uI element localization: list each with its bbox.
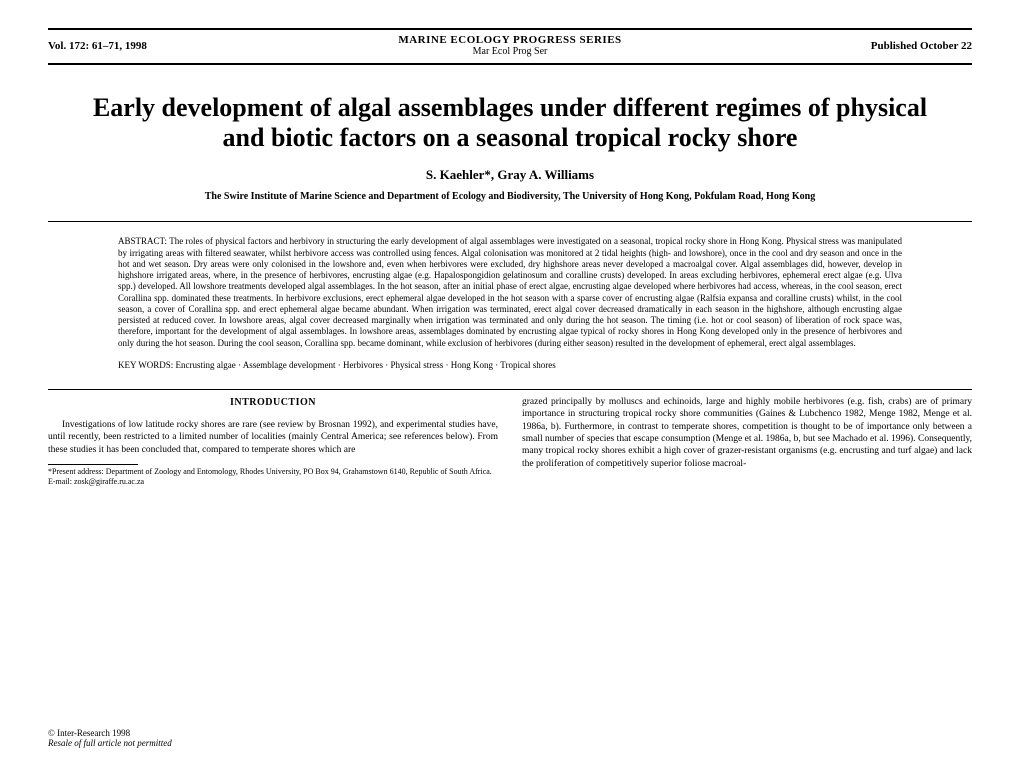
keywords: KEY WORDS: Encrusting algae · Assemblage… (118, 359, 902, 371)
body-columns: INTRODUCTION Investigations of low latit… (48, 396, 972, 487)
resale-notice: Resale of full article not permitted (48, 738, 972, 748)
affiliation: The Swire Institute of Marine Science an… (78, 191, 942, 204)
abstract-top-rule (48, 221, 972, 222)
intro-heading: INTRODUCTION (48, 396, 498, 409)
paper-page: { "header": { "vol_info": "Vol. 172: 61–… (0, 0, 1020, 762)
article-title: Early development of algal assemblages u… (78, 93, 942, 153)
abstract-bottom-rule (48, 389, 972, 390)
volume-info: Vol. 172: 61–71, 1998 (48, 40, 248, 52)
left-column: INTRODUCTION Investigations of low latit… (48, 396, 498, 487)
journal-name: MARINE ECOLOGY PROGRESS SERIES (248, 34, 772, 46)
running-header: Vol. 172: 61–71, 1998 MARINE ECOLOGY PRO… (48, 30, 972, 63)
journal-block: MARINE ECOLOGY PROGRESS SERIES Mar Ecol … (248, 34, 772, 57)
keywords-text: Encrusting algae · Assemblage developmen… (176, 360, 556, 370)
page-footer: © Inter-Research 1998 Resale of full art… (48, 728, 972, 748)
publish-date: Published October 22 (772, 40, 972, 52)
author-footnote: *Present address: Department of Zoology … (48, 467, 498, 487)
header-bottom-rule (48, 63, 972, 65)
right-column: grazed principally by molluscs and echin… (522, 396, 972, 487)
keywords-label: KEY WORDS: (118, 360, 176, 370)
footnote-rule (48, 464, 138, 465)
intro-para-right: grazed principally by molluscs and echin… (522, 396, 972, 470)
author-list: S. Kaehler*, Gray A. Williams (48, 167, 972, 183)
copyright-line: © Inter-Research 1998 (48, 728, 972, 738)
abstract-text: The roles of physical factors and herbiv… (118, 236, 902, 347)
journal-abbrev: Mar Ecol Prog Ser (248, 46, 772, 57)
abstract-label: ABSTRACT: (118, 236, 169, 246)
intro-para-left: Investigations of low latitude rocky sho… (48, 419, 498, 456)
abstract: ABSTRACT: The roles of physical factors … (118, 236, 902, 349)
